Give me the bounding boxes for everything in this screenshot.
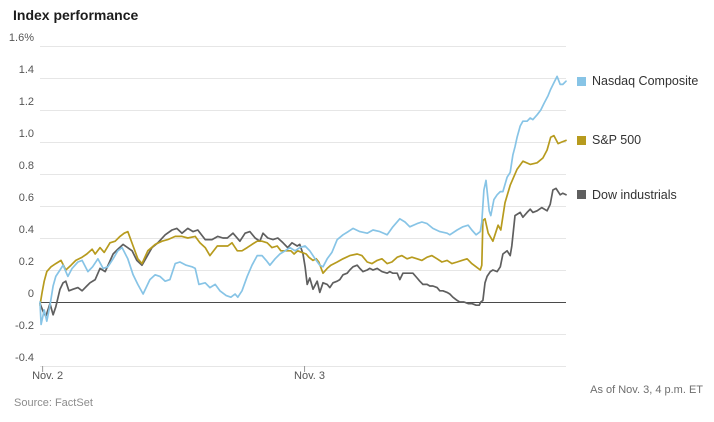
legend-item-sp500: S&P 500 [577, 130, 641, 150]
y-axis-tick-label: 0.8 [18, 160, 34, 172]
x-axis-tick-label: Nov. 3 [294, 370, 326, 382]
x-axis-tick-label: Nov. 2 [32, 370, 64, 382]
y-axis-tick-label: 0.4 [18, 224, 34, 236]
y-axis-tick-label: 0.2 [18, 256, 34, 268]
source-note: Source: FactSet [14, 397, 93, 409]
legend-label-sp500: S&P 500 [592, 133, 642, 148]
legend-label-dow: Dow industrials [592, 187, 677, 202]
y-axis-tick-label: 0.6 [18, 192, 34, 204]
series-line-nasdaq [39, 75, 567, 326]
chart-title: Index performance [13, 7, 139, 23]
y-axis-tick-label: 1.2 [18, 96, 34, 108]
as-of-note: As of Nov. 3, 4 p.m. ET [590, 384, 703, 396]
y-axis-tick-label: -0.2 [15, 320, 34, 332]
legend-label-nasdaq: Nasdaq Composite [592, 74, 699, 89]
y-axis-tick-label: 1.6% [8, 32, 34, 44]
series-line-sp500 [39, 134, 567, 307]
y-axis-tick-label: -0.4 [15, 352, 34, 364]
y-axis-tick-label: 1.0 [18, 128, 34, 140]
y-axis-tick-label: 0 [27, 288, 34, 300]
legend-item-nasdaq: Nasdaq Composite [577, 71, 698, 91]
legend-swatch-nasdaq [577, 76, 586, 86]
legend-item-dow: Dow industrials [577, 185, 677, 205]
y-axis-tick-label: 1.4 [18, 64, 34, 76]
series-line-dow [39, 187, 567, 318]
legend-swatch-sp500 [577, 135, 586, 145]
legend-swatch-dow [577, 190, 586, 200]
